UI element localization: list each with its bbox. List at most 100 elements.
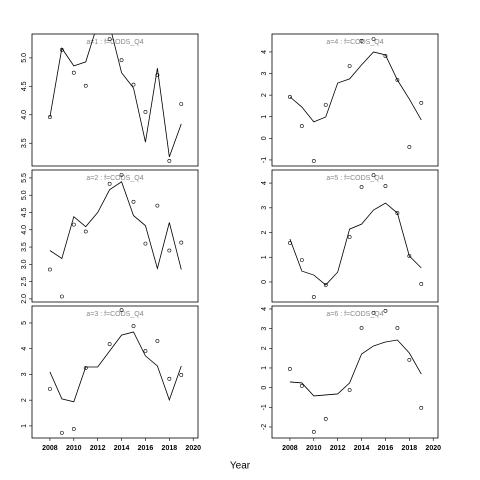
point [59,430,64,435]
point [383,54,388,58]
y-tick-label: 2.5 [21,277,28,287]
y-tick-label: 4 [21,347,28,351]
y-tick-label: 2 [261,230,268,234]
x-tick-label: 2008 [42,445,58,452]
point [407,254,412,258]
point [131,324,136,328]
y-tick-label: 2.0 [21,294,28,304]
point [107,342,112,346]
point [359,326,364,330]
panel-frame [271,33,439,167]
point [83,83,88,88]
point [131,82,136,87]
point [71,70,76,75]
fit-line [49,34,182,158]
point [107,37,112,42]
y-tick-label: 4.5 [21,208,28,218]
point [155,203,160,208]
point [119,172,124,177]
y-tick-label: 2 [261,346,268,350]
y-tick-label: -1 [261,157,268,163]
x-tick-label: 2020 [425,445,441,452]
y-tick-label: 3.5 [21,138,28,148]
y-tick-label: 4.0 [21,225,28,235]
y-tick-label: 4 [261,307,268,311]
point [347,64,352,68]
point [323,417,328,421]
y-tick-label: 3 [21,372,28,376]
point [383,309,388,313]
point [155,339,160,343]
x-tick-label: 2018 [402,445,418,452]
y-tick-label: 4 [261,181,268,185]
y-tick-label: 0 [261,136,268,140]
point [167,248,172,253]
y-tick-label: 2 [21,398,28,402]
fit-line [289,202,422,286]
x-tick-label: 2014 [354,445,370,452]
point [311,295,316,299]
point [48,267,52,272]
point [323,102,328,107]
point [107,181,112,186]
panel-frame [31,305,199,439]
point [383,184,388,188]
y-tick-label: 1 [261,115,268,119]
point [143,241,148,246]
y-tick-label: 5.5 [21,173,28,183]
x-tick-label: 2018 [162,445,178,452]
point [83,366,88,370]
y-tick-label: 3.0 [21,259,28,269]
point [371,310,376,315]
point [83,229,88,234]
point [59,48,64,52]
y-tick-label: 3 [261,206,268,210]
fit-line [289,51,422,123]
y-tick-label: -2 [261,424,268,430]
y-tick-label: 3 [261,71,268,75]
point [395,326,400,330]
plot-area [48,34,184,163]
plot-area [48,172,184,299]
point [311,430,316,434]
y-tick-label: 5 [21,321,28,325]
point [179,102,184,106]
panel-frame [31,33,199,167]
x-axis-label: Year [230,461,251,472]
point [419,282,424,286]
point [48,115,52,119]
y-tick-label: 4.5 [21,81,28,91]
point [48,386,52,391]
panel-title: a=5 : f=CODS_Q4 [326,175,383,182]
point [419,406,424,410]
x-tick-label: 2010 [306,445,322,452]
point [407,358,412,362]
point [167,376,172,381]
plot-area [288,37,424,163]
y-tick-label: 1 [261,255,268,259]
fit-line [289,339,422,397]
plot-area [288,173,424,299]
point [359,39,364,43]
y-tick-label: 4 [261,50,268,54]
y-tick-label: 5.0 [21,53,28,63]
point [179,240,184,245]
panel-title: a=6 : f=CODS_Q4 [326,311,383,318]
panel-frame [31,169,199,303]
fit-line [49,181,182,271]
y-tick-label: 3 [261,327,268,331]
point [59,294,64,299]
panel-title: a=2 : f=CODS_Q4 [86,175,143,182]
point [143,110,148,114]
x-tick-label: 2016 [138,445,154,452]
point [311,159,316,163]
point [371,37,376,41]
point [323,283,328,287]
point [299,124,304,128]
point [167,158,172,163]
y-tick-label: 3.5 [21,242,28,252]
x-tick-label: 2016 [378,445,394,452]
point [143,349,148,353]
x-tick-label: 2014 [114,445,130,452]
